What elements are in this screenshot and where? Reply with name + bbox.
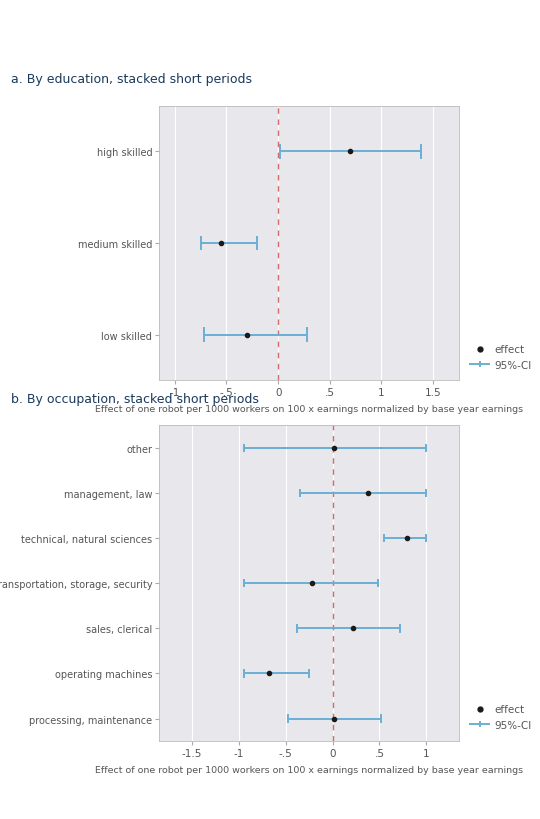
Text: a. By education, stacked short periods: a. By education, stacked short periods	[11, 73, 252, 86]
X-axis label: Effect of one robot per 1000 workers on 100 x earnings normalized by base year e: Effect of one robot per 1000 workers on …	[95, 765, 523, 774]
Legend: effect, 95%-CI: effect, 95%-CI	[470, 345, 531, 370]
Text: b. By occupation, stacked short periods: b. By occupation, stacked short periods	[11, 392, 259, 405]
Legend: effect, 95%-CI: effect, 95%-CI	[470, 704, 531, 730]
X-axis label: Effect of one robot per 1000 workers on 100 x earnings normalized by base year e: Effect of one robot per 1000 workers on …	[95, 405, 523, 414]
